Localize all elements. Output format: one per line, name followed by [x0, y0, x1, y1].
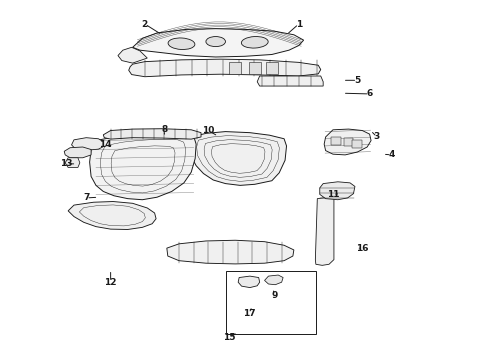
Polygon shape	[65, 158, 80, 167]
Polygon shape	[320, 182, 355, 200]
Polygon shape	[229, 62, 241, 74]
Ellipse shape	[168, 38, 195, 50]
Polygon shape	[343, 138, 353, 146]
Text: 6: 6	[367, 89, 373, 98]
Polygon shape	[257, 76, 323, 86]
Text: 17: 17	[243, 309, 255, 318]
Polygon shape	[118, 47, 147, 63]
Polygon shape	[265, 275, 283, 285]
Text: 14: 14	[99, 140, 112, 149]
Ellipse shape	[242, 36, 268, 48]
Ellipse shape	[206, 37, 225, 46]
Polygon shape	[68, 202, 156, 229]
Polygon shape	[133, 29, 304, 57]
Polygon shape	[90, 133, 196, 200]
Text: 5: 5	[354, 76, 361, 85]
Text: 15: 15	[223, 333, 236, 342]
Text: 3: 3	[374, 132, 380, 141]
Polygon shape	[167, 240, 294, 264]
Polygon shape	[72, 138, 103, 150]
Polygon shape	[103, 129, 201, 139]
Text: 4: 4	[389, 150, 395, 159]
Polygon shape	[64, 147, 91, 158]
Text: 7: 7	[83, 193, 89, 202]
Text: 9: 9	[271, 291, 277, 300]
Polygon shape	[189, 132, 287, 185]
Polygon shape	[316, 197, 334, 265]
Text: 12: 12	[104, 278, 117, 287]
Text: 13: 13	[60, 159, 73, 168]
Polygon shape	[324, 129, 371, 155]
Polygon shape	[266, 62, 278, 74]
Text: 8: 8	[161, 125, 168, 134]
Polygon shape	[352, 140, 362, 148]
Text: 11: 11	[327, 190, 339, 199]
Text: 2: 2	[142, 19, 148, 28]
Polygon shape	[238, 276, 260, 288]
Text: 1: 1	[295, 19, 302, 28]
Polygon shape	[129, 59, 321, 77]
Polygon shape	[249, 62, 261, 74]
Text: 16: 16	[356, 244, 368, 253]
Polygon shape	[331, 137, 341, 145]
Text: 10: 10	[202, 126, 215, 135]
